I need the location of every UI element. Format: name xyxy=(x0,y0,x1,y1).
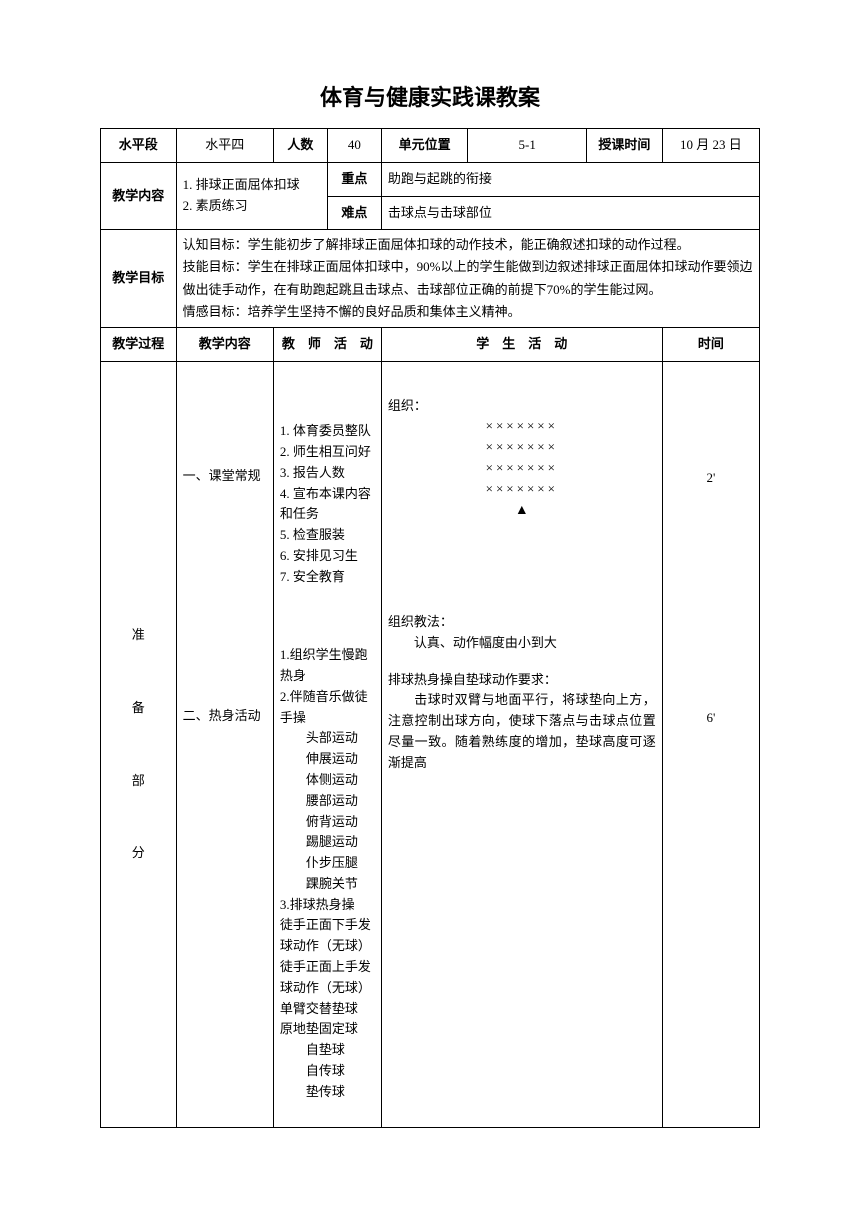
lesson-plan-table: 水平段 水平四 人数 40 单元位置 5-1 授课时间 10 月 23 日 教学… xyxy=(100,128,760,1128)
objective-emotion: 情感目标：培养学生坚持不懈的良好品质和集体主义精神。 xyxy=(183,301,753,323)
prep-content: 一、课堂常规 二、热身活动 xyxy=(176,361,273,1128)
count-label: 人数 xyxy=(273,129,327,163)
teacher-activity-1: 1. 体育委员整队 2. 师生相互问好 3. 报告人数 4. 宣布本课内容和任务… xyxy=(280,421,375,587)
time-2: 6' xyxy=(667,708,755,729)
process-header-row: 教学过程 教学内容 教 师 活 动 学 生 活 动 时间 xyxy=(101,327,760,361)
req-label: 排球热身操自垫球动作要求： xyxy=(388,670,656,691)
page-title: 体育与健康实践课教案 xyxy=(100,80,760,112)
org-label: 组织： xyxy=(388,396,656,417)
unit-label: 单元位置 xyxy=(381,129,467,163)
method-label: 组织教法： xyxy=(388,612,656,633)
time-label: 授课时间 xyxy=(587,129,663,163)
teaching-content-row-1: 教学内容 1. 排球正面屈体扣球 2. 素质练习 重点 助跑与起跳的衔接 xyxy=(101,162,760,196)
col-student: 学 生 活 动 xyxy=(381,327,662,361)
focus-label: 重点 xyxy=(327,162,381,196)
routine-title: 一、课堂常规 xyxy=(183,466,267,487)
formation-row-3: ××××××× xyxy=(388,458,656,479)
prep-row: 准 备 部 分 一、课堂常规 二、热身活动 1. 体育委员整队 2. 师生相互问… xyxy=(101,361,760,1128)
header-row: 水平段 水平四 人数 40 单元位置 5-1 授课时间 10 月 23 日 xyxy=(101,129,760,163)
teacher-activity-2: 1.组织学生慢跑热身 2.伴随音乐做徒手操 头部运动 伸展运动 体侧运动 腰部运… xyxy=(280,645,375,1103)
count-value: 40 xyxy=(327,129,381,163)
teaching-content-label: 教学内容 xyxy=(101,162,177,230)
difficulty-label: 难点 xyxy=(327,196,381,230)
method-text: 认真、动作幅度由小到大 xyxy=(388,633,656,654)
difficulty-value: 击球点与击球部位 xyxy=(381,196,759,230)
formation-row-1: ××××××× xyxy=(388,416,656,437)
prep-time: 2' 6' xyxy=(662,361,759,1128)
teaching-content-items: 1. 排球正面屈体扣球 2. 素质练习 xyxy=(176,162,327,230)
teacher-marker: ▲ xyxy=(388,500,656,522)
formation-row-2: ××××××× xyxy=(388,437,656,458)
objective-skill: 技能目标：学生在排球正面屈体扣球中，90%以上的学生能做到边叙述排球正面屈体扣球… xyxy=(183,256,753,300)
col-process: 教学过程 xyxy=(101,327,177,361)
level-value: 水平四 xyxy=(176,129,273,163)
objectives-row: 教学目标 认知目标：学生能初步了解排球正面屈体扣球的动作技术，能正确叙述扣球的动… xyxy=(101,230,760,327)
objective-cognitive: 认知目标：学生能初步了解排球正面屈体扣球的动作技术，能正确叙述扣球的动作过程。 xyxy=(183,234,753,256)
col-content: 教学内容 xyxy=(176,327,273,361)
time-1: 2' xyxy=(667,468,755,489)
warmup-title: 二、热身活动 xyxy=(183,706,267,727)
formation-row-4: ××××××× xyxy=(388,479,656,500)
objectives-label: 教学目标 xyxy=(101,230,177,327)
prep-stage-label: 准 备 部 分 xyxy=(101,361,177,1128)
req-text: 击球时双臂与地面平行，将球垫向上方，注意控制出球方向，使球下落点与击球点位置尽量… xyxy=(388,690,656,773)
unit-value: 5-1 xyxy=(468,129,587,163)
focus-value: 助跑与起跳的衔接 xyxy=(381,162,759,196)
time-value: 10 月 23 日 xyxy=(662,129,759,163)
prep-teacher: 1. 体育委员整队 2. 师生相互问好 3. 报告人数 4. 宣布本课内容和任务… xyxy=(273,361,381,1128)
col-time: 时间 xyxy=(662,327,759,361)
prep-student: 组织： ××××××× ××××××× ××××××× ××××××× ▲ 组织… xyxy=(381,361,662,1128)
level-label: 水平段 xyxy=(101,129,177,163)
col-teacher: 教 师 活 动 xyxy=(273,327,381,361)
objectives-text: 认知目标：学生能初步了解排球正面屈体扣球的动作技术，能正确叙述扣球的动作过程。 … xyxy=(176,230,759,327)
